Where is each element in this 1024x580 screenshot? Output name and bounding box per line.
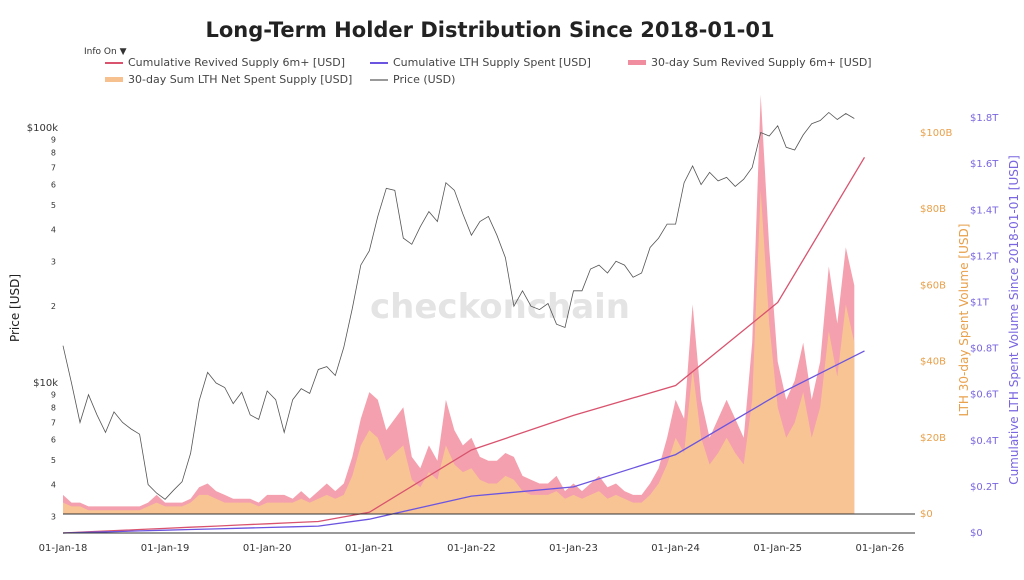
y-left-tick-label: 4 — [51, 225, 56, 234]
legend-label: Cumulative LTH Supply Spent [USD] — [393, 56, 591, 69]
y-right2-tick-label: $1.6T — [970, 159, 999, 170]
y-left-tick-label: 7 — [51, 419, 56, 428]
legend-label: Price (USD) — [393, 73, 456, 86]
y-right1-tick-label: $20B — [920, 433, 946, 444]
info-toggle[interactable]: Info On ▼ — [84, 47, 126, 57]
y-right1-tick-label: $60B — [920, 280, 946, 291]
legend-label: 30-day Sum LTH Net Spent Supply [USD] — [128, 73, 353, 86]
y-right2-tick-label: $0 — [970, 528, 983, 539]
legend-swatch — [628, 60, 646, 65]
y-right2-tick-label: $0.8T — [970, 344, 999, 355]
y-left-tick-label: 7 — [51, 164, 56, 173]
y-left-tick-label: 4 — [51, 480, 56, 489]
y-left-tick-label: 8 — [51, 149, 56, 158]
x-tick-label: 01-Jan-18 — [39, 543, 88, 554]
y-left-tick-label: 3 — [51, 512, 56, 521]
legend-label: Cumulative Revived Supply 6m+ [USD] — [128, 56, 346, 69]
y-right2-tick-label: $0.6T — [970, 390, 999, 401]
series-30d-net-spent-area — [63, 190, 855, 514]
legend-label: 30-day Sum Revived Supply 6m+ [USD] — [651, 56, 872, 69]
x-tick-label: 01-Jan-21 — [345, 543, 394, 554]
legend-swatch — [370, 61, 388, 64]
x-tick-label: 01-Jan-19 — [141, 543, 190, 554]
y-left-tick-label: $10k — [33, 378, 58, 389]
info-toggle-label: Info On — [84, 47, 117, 57]
y-left-tick-label: 8 — [51, 404, 56, 413]
y-left-tick-label: 6 — [51, 436, 56, 445]
y-right1-tick-label: $0 — [920, 509, 933, 520]
y-right2-tick-label: $1.2T — [970, 251, 999, 262]
y-left-tick-label: 3 — [51, 257, 56, 266]
y-left-tick-label: 2 — [51, 302, 56, 311]
x-tick-label: 01-Jan-26 — [855, 543, 904, 554]
y-left-tick-label: $100k — [27, 123, 58, 134]
y-left-tick-label: 6 — [51, 181, 56, 190]
dropdown-arrow-icon: ▼ — [119, 47, 127, 57]
x-tick-label: 01-Jan-24 — [651, 543, 700, 554]
series-price-line — [62, 111, 855, 500]
y-right2-tick-label: $1.4T — [970, 205, 999, 216]
y-right2-tick-label: $1.8T — [970, 113, 999, 124]
legend-item[interactable]: Price (USD) — [370, 73, 455, 86]
series-cum-revived-line — [62, 156, 866, 534]
x-tick-label: 01-Jan-25 — [753, 543, 802, 554]
legend-swatch — [105, 77, 123, 82]
x-tick-label: 01-Jan-20 — [243, 543, 292, 554]
y-left-tick-label: 5 — [51, 456, 56, 465]
y-right2-tick-label: $0.2T — [970, 482, 999, 493]
x-tick-label: 01-Jan-22 — [447, 543, 496, 554]
legend-swatch — [105, 61, 123, 64]
y-right2-tick-label: $1T — [970, 298, 990, 309]
x-tick-label: 01-Jan-23 — [549, 543, 598, 554]
y-left-tick-label: 5 — [51, 201, 56, 210]
y-left-tick-label: 9 — [51, 136, 56, 145]
legend-item[interactable]: Cumulative LTH Supply Spent [USD] — [370, 56, 591, 69]
y-right1-tick-label: $80B — [920, 204, 946, 215]
series-cum-lth-line — [62, 350, 865, 534]
y-left-tick-label: 9 — [51, 391, 56, 400]
y-right1-tick-label: $100B — [920, 128, 952, 139]
watermark: checkonchain — [370, 287, 630, 327]
legend-item[interactable]: 30-day Sum Revived Supply 6m+ [USD] — [628, 56, 872, 69]
legend-item[interactable]: 30-day Sum LTH Net Spent Supply [USD] — [105, 73, 352, 86]
y-right1-tick-label: $40B — [920, 357, 946, 368]
y-right2-tick-label: $0.4T — [970, 436, 999, 447]
y-right1-axis-title: LTH 30-day Spent Volume [USD] — [957, 224, 971, 417]
chart-title: Long-Term Holder Distribution Since 2018… — [205, 18, 775, 42]
y-right2-axis-title: Cumulative LTH Spent Volume Since 2018-0… — [1007, 155, 1021, 485]
legend-item[interactable]: Cumulative Revived Supply 6m+ [USD] — [105, 56, 345, 69]
y-left-axis-title: Price [USD] — [8, 274, 22, 342]
legend-swatch — [370, 78, 388, 81]
